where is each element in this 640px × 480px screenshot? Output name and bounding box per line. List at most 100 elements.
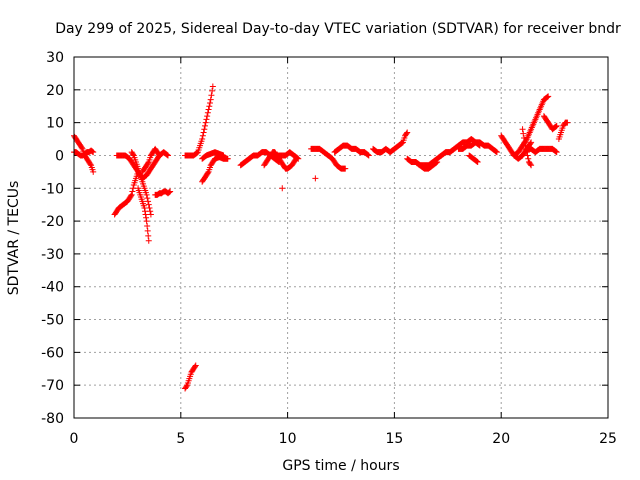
series-arc-e (128, 149, 154, 218)
data-point (294, 155, 301, 162)
data-point (564, 119, 571, 126)
data-point (552, 124, 559, 131)
series-arc-b (71, 147, 97, 159)
data-point (202, 122, 209, 129)
series-arc-g (139, 145, 163, 175)
x-tick-label: 10 (279, 431, 297, 447)
data-point (203, 116, 210, 123)
data-point (204, 109, 211, 116)
data-point (155, 151, 162, 158)
data-point (404, 129, 411, 136)
x-tick-label: 0 (70, 431, 79, 447)
data-point (199, 136, 206, 143)
data-point (129, 188, 136, 195)
series-arc-zc (555, 119, 571, 143)
data-point (473, 157, 480, 164)
data-point (220, 152, 227, 159)
data-point (128, 191, 135, 198)
series-arc-p (308, 145, 349, 172)
series-arc-t (412, 159, 441, 172)
y-tick-label: -40 (41, 280, 64, 296)
data-point (87, 161, 94, 168)
x-tick-label: 5 (176, 431, 185, 447)
x-tick-label: 15 (385, 431, 403, 447)
data-point (183, 383, 190, 390)
data-point (365, 151, 372, 158)
data-point (204, 113, 211, 120)
plot-frame (73, 56, 609, 419)
data-point (90, 168, 97, 175)
data-point (207, 96, 214, 103)
data-point (145, 198, 152, 205)
data-point (194, 149, 201, 156)
data-point (167, 188, 174, 195)
data-point (192, 362, 199, 369)
series-arc-q (331, 142, 372, 159)
data-point (144, 227, 151, 234)
data-point (553, 149, 560, 156)
data-point (520, 130, 527, 137)
data-point (433, 159, 440, 166)
data-point (543, 94, 550, 101)
data-point (364, 151, 371, 158)
series-arc-zb (540, 113, 560, 133)
data-point (527, 161, 534, 168)
data-point (147, 211, 154, 218)
series-pt-a (279, 185, 286, 192)
data-point (279, 185, 286, 192)
series-arc-o (269, 149, 302, 162)
y-tick-label: -70 (41, 378, 64, 394)
data-point (519, 126, 526, 133)
series-arc-l (199, 149, 227, 162)
data-point (164, 152, 171, 159)
data-point (528, 162, 535, 169)
series-arc-w (466, 152, 481, 166)
series-arc-r (370, 129, 411, 156)
data-point (398, 140, 405, 147)
data-point (434, 159, 441, 166)
data-point (474, 159, 481, 166)
data-point (89, 148, 96, 155)
data-point (553, 148, 560, 155)
data-point (199, 132, 206, 139)
y-tick-label: -30 (41, 247, 64, 263)
y-tick-label: 20 (46, 83, 64, 99)
data-point (365, 152, 372, 159)
data-point (520, 134, 527, 141)
data-point (528, 139, 535, 146)
grid-lines (74, 57, 608, 418)
data-point (553, 122, 560, 129)
data-point (521, 139, 528, 146)
data-point (208, 92, 215, 99)
data-point (201, 126, 208, 133)
data-point (525, 155, 532, 162)
data-point (493, 148, 500, 155)
data-point (493, 149, 500, 156)
data-point (90, 149, 97, 156)
data-point (147, 208, 154, 215)
data-point (163, 151, 170, 158)
data-point (545, 93, 552, 100)
x-tick-label: 25 (599, 431, 617, 447)
data-point (193, 150, 200, 157)
data-point (553, 123, 560, 130)
data-point (166, 189, 173, 196)
data-point (144, 223, 151, 230)
data-point (130, 151, 137, 158)
data-point (156, 152, 163, 159)
data-point (145, 160, 152, 167)
data-point (145, 232, 152, 239)
data-point (295, 155, 302, 162)
y-tick-label: -10 (41, 181, 64, 197)
series-pt-b (312, 175, 319, 182)
data-point (144, 195, 151, 202)
y-axis-label: SDTVAR / TECUs (6, 181, 22, 296)
y-tick-label: -60 (41, 345, 64, 361)
data-point (143, 214, 150, 221)
y-tick-label: -80 (41, 411, 64, 427)
series-arc-h (152, 188, 174, 198)
data-point (143, 191, 150, 198)
data-point (312, 175, 319, 182)
